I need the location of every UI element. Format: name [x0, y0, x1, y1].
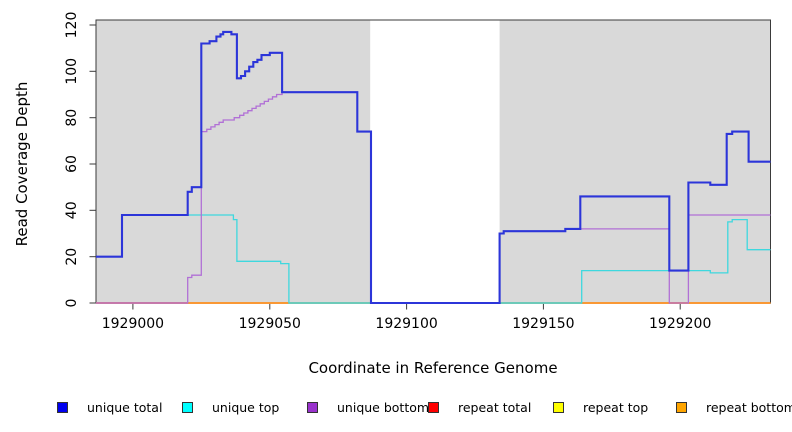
background-region [96, 20, 371, 303]
legend-swatch-unique-bottom [307, 401, 318, 413]
legend-label: repeat bottom [706, 399, 792, 415]
y-axis-title: Read Coverage Depth [13, 82, 31, 247]
y-tick-label: 20 [64, 248, 80, 266]
legend-item-repeat-top: repeat top [553, 396, 648, 418]
legend-item-repeat-bottom: repeat bottom [676, 396, 792, 418]
legend-item-repeat-total: repeat total [428, 396, 531, 418]
legend-label: unique top [212, 399, 280, 415]
x-axis-title: Coordinate in Reference Genome [308, 359, 557, 377]
x-tick-label: 1929050 [239, 316, 301, 332]
legend-item-unique-top: unique top [182, 396, 279, 418]
legend-label: unique total [87, 399, 163, 415]
series-unique-total [96, 30, 771, 305]
legend-swatch-unique-top [182, 401, 193, 413]
chart-legend: unique total unique top unique bottom repea… [0, 396, 792, 422]
y-tick-label: 100 [64, 58, 80, 85]
legend-swatch-repeat-top [553, 401, 564, 413]
legend-label: unique bottom [337, 399, 430, 415]
legend-item-unique-total: unique total [57, 396, 162, 418]
y-tick-label: 0 [64, 299, 80, 308]
y-tick-label: 80 [64, 109, 80, 127]
legend-label: repeat total [458, 399, 532, 415]
x-tick-label: 1929000 [102, 316, 164, 332]
legend-swatch-repeat-bottom [676, 401, 687, 413]
coverage-chart: 0 20 40 60 80 100 120 1929000 1929050 1929100 1929… [13, 12, 771, 377]
legend-item-unique-bottom: unique bottom [307, 396, 429, 418]
y-tick-label: 120 [64, 12, 80, 39]
legend-swatch-repeat-total [428, 401, 439, 413]
y-tick-label: 60 [64, 155, 80, 173]
x-tick-label: 1929200 [649, 316, 711, 332]
x-tick-label: 1929100 [375, 316, 437, 332]
legend-label: repeat top [583, 399, 649, 415]
legend-swatch-unique-total [57, 401, 68, 413]
y-tick-label: 40 [64, 201, 80, 219]
x-tick-label: 1929150 [512, 316, 574, 332]
background-region [499, 20, 771, 303]
